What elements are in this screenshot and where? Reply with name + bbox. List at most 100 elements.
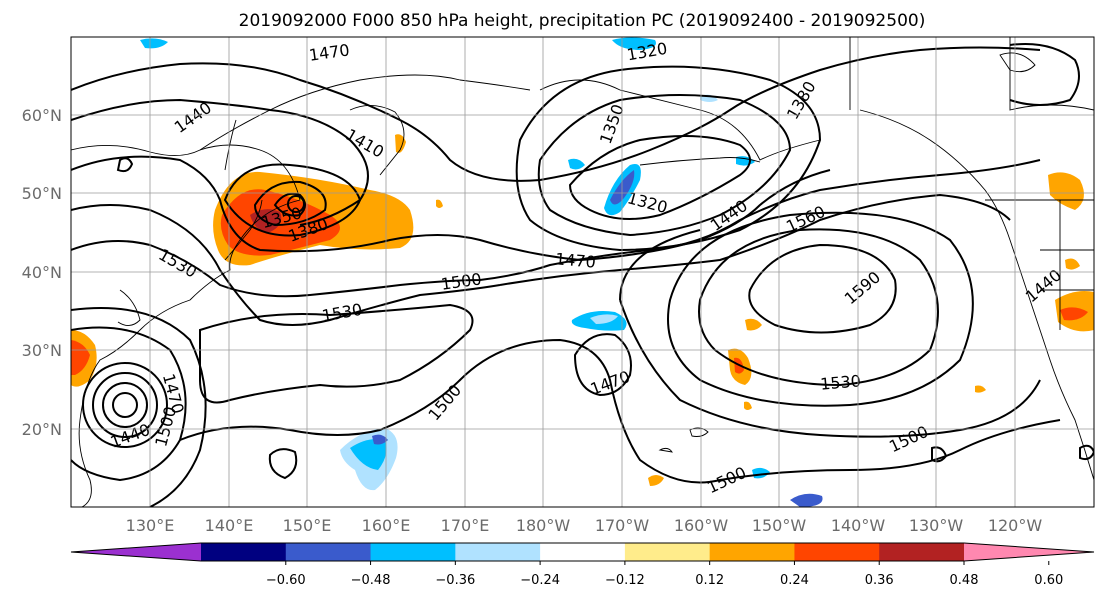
lon-label: 130°W [909,516,964,535]
colorbar-tick-label: 0.60 [1034,573,1063,588]
longitude-labels: 130°E 140°E 150°E 160°E 170°E 180°W 170°… [126,516,1043,535]
lon-label: 160°E [362,516,411,535]
colorbar-segment [794,543,880,561]
precip-shade-blue [568,158,585,170]
bc-islands [999,52,1036,73]
precip-shade-blue-dark [372,434,388,445]
colorbar: −0.60 −0.48 −0.36 −0.24 −0.12 0.12 0.24 0.36 0.4… [70,542,1095,588]
na-west-coast [859,109,1094,481]
lon-label: 170°E [441,516,490,535]
contour-1560 [698,228,939,387]
lon-label: 120°W [988,516,1043,535]
precip-shade-blue [350,439,387,470]
height-contours [71,43,1094,507]
contour-1500-east [619,229,1041,438]
colorbar-tick-label: 0.24 [780,573,809,588]
colorbar-tick-label: −0.60 [266,573,306,588]
colorbar-segment [455,543,541,561]
contour-1350 [273,192,306,217]
map-frame [70,36,1095,508]
precip-shade-blue [140,38,168,49]
lat-label: 30°N [22,341,62,360]
colorbar-tick-label: 0.12 [695,573,724,588]
us-state-borders [1040,200,1094,330]
precip-shade-red [71,340,90,375]
typhoon-ring [92,372,158,438]
contour-1320 [568,135,751,220]
precip-shade-orange [648,475,664,486]
korea-coast [117,289,141,326]
colorbar-tick-label: −0.12 [605,573,645,588]
sakhalin-coast [224,119,237,171]
lon-label: 150°W [752,516,807,535]
contour-1350-aleutian [537,94,792,237]
colorbar-tick-label: −0.24 [520,573,560,588]
colorbar-tick-label: −0.36 [435,573,475,588]
contour-label: 1470 [554,249,596,271]
lat-label: 20°N [22,420,62,439]
typhoon-ring [82,362,168,448]
precip-shade-orange [1048,172,1084,210]
siberia-coast [199,74,531,151]
lat-label: 50°N [22,184,62,203]
lat-label: 60°N [22,106,62,125]
colorbar-segment [201,543,287,561]
precip-shade-blue-dark [790,493,823,507]
lon-label: 180°W [516,516,571,535]
lat-label: 40°N [22,263,62,282]
latitude-labels: 20°N 30°N 40°N 50°N 60°N [22,106,62,439]
colorbar-tick-label: 0.48 [950,573,979,588]
contour-small-loop [116,157,134,173]
contour-1500-south [179,338,1061,484]
contour-small-loop [931,446,948,463]
lon-label: 160°W [674,516,729,535]
alaska-coast [539,79,821,161]
precip-negative-shading [140,37,823,507]
contour-nw-canada [1009,43,1080,106]
asia-coast [71,144,301,507]
contour-1380-aleutian [515,65,822,252]
colorbar-extend-max [964,543,1094,561]
precip-shade-orange [975,385,986,393]
colorbar-segment [879,543,965,561]
colorbar-segment [285,543,372,561]
colorbar-outline [70,542,1095,562]
lon-label: 140°E [205,516,254,535]
map-title: 2019092000 F000 850 hPa height, precipit… [239,11,926,31]
precip-shade-blue [612,37,656,50]
contour-typhoon-outer2 [71,307,207,507]
contour-1410 [223,163,362,237]
contour-label: 1530 [819,371,861,393]
contour-1470-south [573,333,632,397]
hawaii [658,427,709,453]
contour-low-center [287,195,305,213]
gridlines [71,37,1094,507]
contour-1440-mid [71,159,1041,298]
colorbar-extend-min [71,543,201,561]
lon-label: 140°W [831,516,886,535]
typhoon-ring [112,392,138,418]
precip-shade-light [590,314,618,324]
contour-1590 [748,243,897,334]
colorbar-tick-label: −0.48 [351,573,391,588]
kamchatka-coast [349,105,405,176]
colorbar-segment [624,543,711,561]
colorbar-segment [540,543,626,561]
colorbar-tick-label: 0.36 [865,573,894,588]
precip-shade-orange [436,199,443,208]
contour-1530-central [199,303,474,404]
precip-shade-orange [1065,258,1080,270]
precip-shade-orange [744,401,752,410]
colorbar-segment [370,543,456,561]
map-panel: 1470 1320 1350 1440 1410 1380 1350 1320 … [70,36,1095,508]
aleutian-chain [639,157,761,166]
lon-label: 150°E [283,516,332,535]
lon-label: 130°E [126,516,175,535]
contour-typhoon-outer [71,326,187,482]
precip-shade-orange [745,318,762,331]
contour-labels: 1470 1320 1350 1440 1410 1380 1350 1320 … [108,39,1065,498]
colorbar-segment [709,543,795,561]
contour-1380 [253,180,327,227]
contour-1530-high [667,211,974,407]
